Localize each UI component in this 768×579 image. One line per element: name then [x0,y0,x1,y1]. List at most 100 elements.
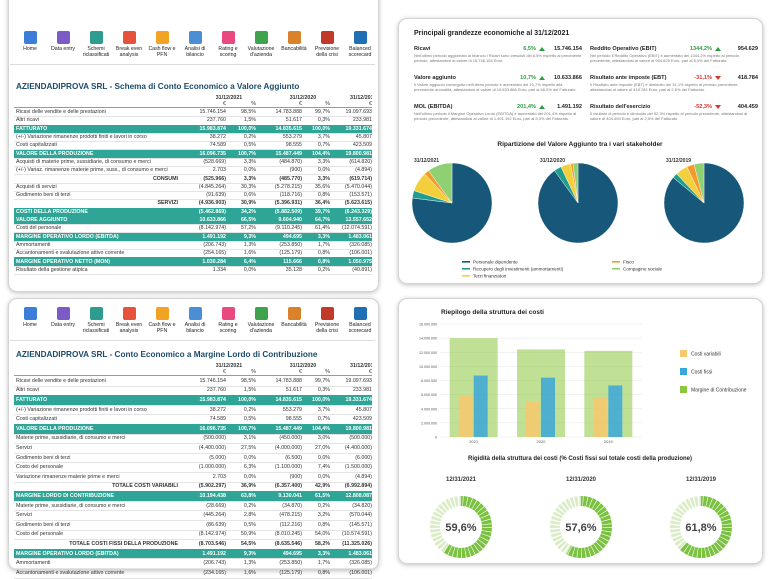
legend-swatch [462,268,470,270]
cell-value: (1.100.000) [274,464,302,471]
toolbar-icon [353,31,367,44]
toolbar-icon [320,31,334,44]
toolbar-button[interactable]: Bancabilità [278,31,310,52]
cell-value: 57,2% [240,225,256,232]
cell-value: 34,2% [240,208,256,215]
toolbar-button[interactable]: Previsione della crisi [311,31,343,58]
cell-value: 100,7% [238,150,256,157]
toolbar-button[interactable]: Break even analysis [113,307,145,334]
cell-value: (6.500) [285,454,302,461]
cell-value: (500.000) [203,435,226,442]
y-tick-label: 16.000.000 [419,323,437,327]
table-row: Servizi (4.400.000) 27,5% (4.000.000) 27,0% (… [14,443,372,454]
cell-value: 104,4% [312,150,330,157]
cell-value: (614.820) [349,158,372,165]
cell-value: 7,4% [317,464,330,471]
cell-value: (8.010.245) [274,531,302,538]
kpi-label: Reddito Operativo (EBIT) [590,46,657,52]
row-label: SERVIZI [157,200,178,207]
cell-value: 0,5% [243,142,256,149]
cell-value: 0,0% [317,167,330,174]
cell-value: (11.325.026) [342,540,372,547]
cell-value: 19.800.981 [345,425,372,432]
cell-value: 9.130.041 [278,492,302,499]
cell-value: 54,0% [314,531,330,538]
row-label: Godimento beni di terzi [16,454,71,461]
kpi-head: Risultato dell'esercizio -52,3% 404.459 [590,104,758,110]
x-tick-label: 2019 [604,439,614,444]
toolbar-button[interactable]: Valutazione d'azienda [245,31,277,58]
cell-value: 0,0% [243,454,256,461]
bar [593,398,608,437]
toolbar-label: Data entry [51,46,75,52]
bar [526,401,540,437]
toolbar-button[interactable]: Analisi di bilancio [179,31,211,58]
table-row: VALORE AGGIUNTO 10.633.866 66,5% 9.604.940 6… [14,215,372,226]
toolbar-button[interactable]: Cash flow e PFN [146,307,178,334]
kpi-value: 954.629 [737,46,758,52]
cell-value: 30,3% [240,183,256,190]
kpi-value: 1.491.192 [557,104,582,110]
cell-value: 27,0% [314,444,330,451]
legend-label: Personale dipendente [473,260,518,265]
x-tick-label: 2021 [469,439,479,444]
cell-value: (125.179) [279,569,302,576]
cell-value: (34.870) [282,502,302,509]
table-row: Godimento beni di terzi (5.000) 0,0% (6.500… [14,453,372,464]
toolbar-button[interactable]: Previsione della crisi [311,307,343,334]
toolbar-label: Break even analysis [115,322,143,334]
toolbar-button[interactable]: Analisi di bilancio [179,307,211,334]
toolbar-button[interactable]: Data entry [47,307,79,328]
toolbar-button[interactable]: Bancabilità [278,307,310,328]
bar [541,377,555,437]
row-label: Costi del personale [16,225,62,232]
cell-value: 3,1% [243,435,256,442]
column-date: 31/12/2019 [350,362,372,369]
toolbar-button[interactable]: Home [14,307,46,328]
toolbar-button[interactable]: Break even analysis [113,31,145,58]
table-row: Ammortamenti (206.743) 1,3% (253.850) 1,7% (3… [14,241,372,251]
toolbar-label: Valutazione d'azienda [247,46,275,58]
cell-value: 0,2% [317,266,330,273]
cell-value: 98,5% [240,109,256,116]
toolbar-button[interactable]: Schemi riclassificati [80,307,112,334]
toolbar-button[interactable]: Valutazione d'azienda [245,307,277,334]
legend-swatch [680,386,687,393]
toolbar-button[interactable]: Cash flow e PFN [146,31,178,58]
toolbar-button[interactable]: Rating e scoring [212,31,244,58]
legend-label: Terzi finanziatori [473,274,506,279]
toolbar-icon [287,31,301,44]
row-label: (+/-) Variazione rimanenze prodotti fini… [16,406,147,413]
toolbar-icon [155,307,169,320]
row-label: Ricavi delle vendite e delle prestazioni [16,377,106,384]
toolbar-label: Previsione della crisi [314,322,340,334]
kpi-text: Nell'ultimo periodo il Margine Operativo… [414,111,577,121]
table-row: Godimento beni di terzi (86.639) 0,5% (112.… [14,520,372,531]
toolbar-button[interactable]: Home [14,31,46,52]
cell-value: (234.165) [203,569,226,576]
donut-label: 59,6% [445,522,476,534]
donut-label: 61,8% [685,522,716,534]
cell-value: 66,5% [240,217,256,224]
toolbar-button[interactable]: Schemi riclassificati [80,31,112,58]
cell-value: (253.850) [279,560,302,567]
pie-slice [572,162,579,204]
y-tick-label: 8.000.000 [421,379,437,383]
kpi-change: -31,1% [694,75,712,81]
cell-value: 100,0% [312,125,330,132]
cell-value: 36,9% [240,483,256,490]
toolbar-button[interactable]: Data entry [47,31,79,52]
cell-value: 2.703 [212,473,226,480]
table-row: (+/-) Variazione rimanenze prodotti fini… [14,133,372,143]
toolbar-button[interactable]: Balanced scorecard [344,307,376,334]
cell-value: 3,3% [317,550,330,557]
toolbar-button[interactable]: Rating e scoring [212,307,244,334]
table-header: 31/12/2021 31/12/2020 31/12/2019 [14,362,372,369]
toolbar-label: Analisi di bilancio [184,46,206,58]
donut-gap [670,496,732,558]
toolbar-button[interactable]: Balanced scorecard [344,31,376,58]
table-row: Acquisti di servizi (4.845.264) 30,3% (5.27… [14,183,372,192]
cell-value: 64,7% [314,217,330,224]
table-row: Godimento beni di terzi (91.639) 0,6% (118.… [14,191,372,201]
cell-value: 74.589 [209,142,226,149]
